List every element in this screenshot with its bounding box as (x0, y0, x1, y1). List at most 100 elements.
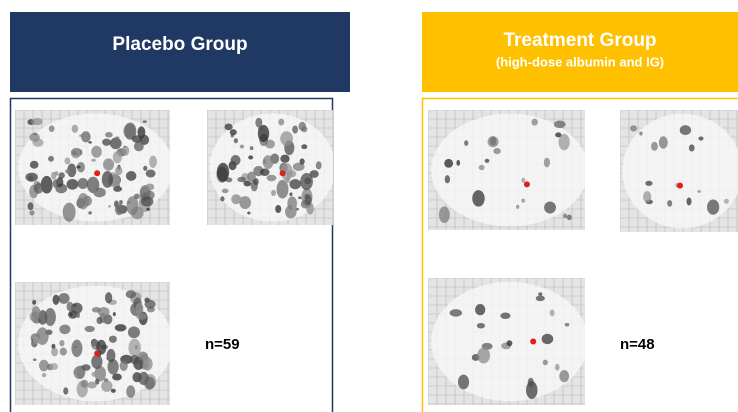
activation-blob (91, 354, 103, 369)
activation-blob (220, 196, 225, 202)
activation-blob (126, 385, 136, 398)
activation-blob (144, 299, 156, 309)
activation-blob (478, 164, 485, 171)
activation-blob (500, 312, 511, 320)
activation-blob (76, 161, 85, 173)
activation-blob (101, 171, 113, 188)
activation-blob (142, 357, 153, 371)
brain-images (15, 110, 738, 405)
activation-blob (258, 126, 265, 132)
activation-blob (109, 137, 122, 150)
activation-blob (686, 197, 692, 206)
activation-blob (115, 166, 123, 176)
activation-blob (77, 192, 89, 210)
glass-brain (428, 278, 585, 405)
activation-blob (84, 325, 95, 333)
activation-blob (71, 124, 79, 133)
activation-blob (279, 186, 285, 190)
activation-blob (77, 178, 89, 189)
activation-blob (133, 193, 140, 200)
placebo-panel (9, 97, 334, 412)
glass-brain (15, 110, 170, 225)
activation-blob (127, 326, 140, 339)
activation-blob (299, 158, 305, 165)
activation-blob (88, 211, 92, 215)
activation-blob (253, 178, 259, 186)
activation-blob (31, 117, 43, 126)
activation-blob (140, 196, 154, 207)
activation-blob (280, 188, 285, 194)
activation-blob (71, 339, 83, 358)
activation-blob (38, 359, 49, 372)
activation-blob (113, 186, 123, 192)
activation-blob (444, 175, 451, 184)
activation-blob (52, 179, 59, 188)
activation-blob (697, 190, 701, 193)
activation-blob (33, 182, 44, 194)
activation-blob (247, 211, 251, 215)
activation-blob (75, 312, 81, 318)
activation-blob (114, 324, 127, 332)
activation-blob (106, 348, 116, 363)
activation-blob (271, 189, 276, 197)
activation-blob (542, 359, 548, 366)
activation-blob (688, 144, 695, 152)
activation-blob (51, 347, 58, 357)
activation-blob (105, 292, 113, 304)
activation-blob (146, 207, 150, 211)
activation-blob (643, 191, 652, 203)
activation-blob (247, 171, 256, 182)
activation-blob (280, 154, 290, 163)
activation-blob (119, 360, 128, 372)
activation-blob (292, 125, 299, 134)
activation-blob (125, 171, 137, 181)
activation-blob (66, 178, 79, 190)
activation-blob (133, 141, 144, 152)
activation-blob (280, 131, 293, 146)
treatment-subtitle: (high-dose albumin and IG) (496, 54, 664, 69)
activation-blob (91, 307, 101, 313)
activation-blob (275, 204, 282, 214)
activation-blob (32, 300, 37, 305)
activation-blob (243, 180, 252, 187)
activation-blob (531, 118, 538, 126)
activation-blob (95, 378, 100, 385)
activation-blob (472, 190, 485, 207)
activation-blob (124, 122, 137, 140)
activation-blob (707, 199, 720, 215)
activation-blob (91, 371, 97, 377)
activation-blob (29, 132, 40, 142)
activation-blob (96, 316, 103, 325)
brain-outline (431, 113, 585, 227)
activation-blob (59, 339, 65, 347)
activation-blob (538, 292, 543, 296)
activation-blob (292, 162, 305, 172)
activation-blob (63, 387, 69, 395)
peak-marker (523, 181, 530, 188)
activation-blob (112, 312, 116, 317)
activation-blob (145, 169, 156, 178)
activation-blob (464, 140, 469, 146)
activation-blob (487, 136, 499, 148)
activation-blob (544, 201, 556, 214)
activation-blob (44, 308, 56, 327)
activation-blob (58, 292, 70, 304)
activation-blob (114, 203, 124, 216)
activation-blob (64, 157, 71, 165)
brain-outline (622, 113, 738, 229)
activation-blob (527, 377, 534, 388)
activation-blob (115, 136, 120, 139)
treatment-header (422, 12, 738, 92)
activation-blob (107, 205, 112, 208)
activation-blob (298, 196, 302, 200)
activation-blob (90, 189, 97, 194)
activation-blob (667, 200, 673, 207)
activation-blob (142, 120, 147, 123)
activation-blob (301, 144, 308, 150)
activation-blob (62, 202, 76, 222)
activation-blob (553, 120, 566, 129)
activation-blob (139, 134, 150, 146)
activation-blob (131, 135, 143, 143)
activation-blob (88, 141, 92, 144)
